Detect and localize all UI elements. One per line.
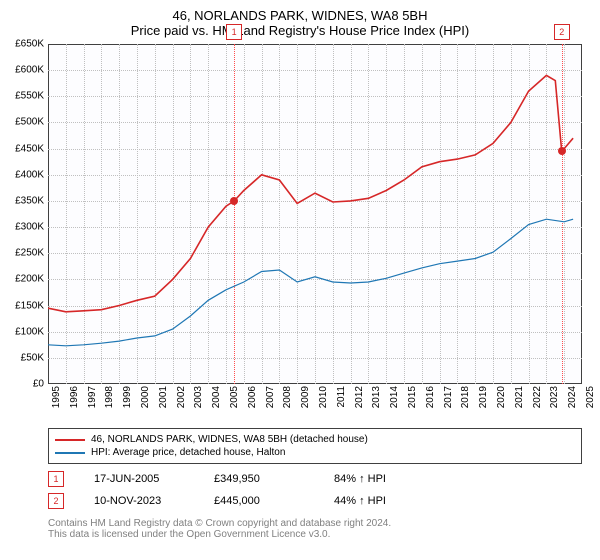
x-tick-label: 2017 — [443, 386, 454, 408]
x-tick-label: 2011 — [336, 386, 347, 408]
footnote: Contains HM Land Registry data © Crown c… — [48, 518, 582, 540]
x-tick-label: 2007 — [265, 386, 276, 408]
row-price: £349,950 — [214, 473, 304, 485]
y-tick-label: £600K — [15, 65, 44, 76]
chart-subtitle: Price paid vs. HM Land Registry's House … — [0, 23, 600, 44]
x-tick-label: 1996 — [69, 386, 80, 408]
line-series — [48, 44, 582, 384]
x-tick-label: 2012 — [354, 386, 365, 408]
legend-item-2: HPI: Average price, detached house, Halt… — [55, 446, 575, 459]
x-tick-label: 2023 — [549, 386, 560, 408]
transaction-row: 1 17-JUN-2005 £349,950 84% ↑ HPI — [48, 468, 582, 490]
arrow-up-icon: ↑ — [359, 473, 365, 485]
row-date: 17-JUN-2005 — [94, 473, 184, 485]
y-tick-label: £200K — [15, 274, 44, 285]
legend: 46, NORLANDS PARK, WIDNES, WA8 5BH (deta… — [48, 428, 582, 464]
footnote-line-1: Contains HM Land Registry data © Crown c… — [48, 518, 582, 529]
legend-item-1: 46, NORLANDS PARK, WIDNES, WA8 5BH (deta… — [55, 433, 575, 446]
series-line — [48, 219, 573, 346]
x-tick-label: 2003 — [193, 386, 204, 408]
x-tick-label: 2019 — [478, 386, 489, 408]
arrow-up-icon: ↑ — [359, 495, 365, 507]
x-tick-label: 2001 — [158, 386, 169, 408]
x-tick-label: 2013 — [371, 386, 382, 408]
transaction-row: 2 10-NOV-2023 £445,000 44% ↑ HPI — [48, 490, 582, 512]
x-tick-label: 2006 — [247, 386, 258, 408]
y-tick-label: £300K — [15, 222, 44, 233]
x-tick-label: 2000 — [140, 386, 151, 408]
y-tick-label: £100K — [15, 326, 44, 337]
y-tick-label: £0 — [33, 379, 44, 390]
y-tick-label: £400K — [15, 169, 44, 180]
legend-swatch-1 — [55, 439, 85, 441]
y-tick-label: £50K — [21, 352, 44, 363]
x-tick-label: 2022 — [532, 386, 543, 408]
x-tick-label: 2016 — [425, 386, 436, 408]
x-tick-label: 1997 — [87, 386, 98, 408]
row-pct: 84% ↑ HPI — [334, 473, 424, 485]
marker-dot — [558, 147, 566, 155]
legend-label-1: 46, NORLANDS PARK, WIDNES, WA8 5BH (deta… — [91, 434, 368, 445]
y-tick-label: £500K — [15, 117, 44, 128]
row-badge: 2 — [48, 493, 64, 509]
y-tick-label: £550K — [15, 91, 44, 102]
chart-title: 46, NORLANDS PARK, WIDNES, WA8 5BH — [0, 0, 600, 23]
plot-area: £0£50K£100K£150K£200K£250K£300K£350K£400… — [48, 44, 582, 384]
row-price: £445,000 — [214, 495, 304, 507]
transaction-table: 1 17-JUN-2005 £349,950 84% ↑ HPI 2 10-NOV-202… — [48, 468, 582, 512]
legend-swatch-2 — [55, 452, 85, 454]
y-tick-label: £350K — [15, 195, 44, 206]
x-tick-label: 2008 — [282, 386, 293, 408]
marker-badge: 2 — [554, 24, 570, 40]
x-tick-label: 1998 — [104, 386, 115, 408]
marker-badge: 1 — [226, 24, 242, 40]
row-badge: 1 — [48, 471, 64, 487]
y-tick-label: £250K — [15, 248, 44, 259]
x-tick-label: 2004 — [211, 386, 222, 408]
x-tick-label: 2021 — [514, 386, 525, 408]
x-axis: 1995 1996 1997 1998 1999 2000 2001 2002 2003 2004… — [48, 384, 582, 422]
y-tick-label: £450K — [15, 143, 44, 154]
x-tick-label: 1995 — [51, 386, 62, 408]
x-tick-label: 2025 — [585, 386, 596, 408]
x-tick-label: 2002 — [176, 386, 187, 408]
footnote-line-2: This data is licensed under the Open Gov… — [48, 529, 582, 540]
chart-container: 46, NORLANDS PARK, WIDNES, WA8 5BH Price… — [0, 0, 600, 560]
x-tick-label: 2009 — [300, 386, 311, 408]
y-tick-label: £150K — [15, 300, 44, 311]
x-tick-label: 1999 — [122, 386, 133, 408]
x-tick-label: 2018 — [460, 386, 471, 408]
row-date: 10-NOV-2023 — [94, 495, 184, 507]
x-tick-label: 2020 — [496, 386, 507, 408]
marker-dot — [230, 197, 238, 205]
x-tick-label: 2015 — [407, 386, 418, 408]
y-tick-label: £650K — [15, 39, 44, 50]
legend-label-2: HPI: Average price, detached house, Halt… — [91, 447, 285, 458]
x-tick-label: 2014 — [389, 386, 400, 408]
row-pct: 44% ↑ HPI — [334, 495, 424, 507]
x-tick-label: 2010 — [318, 386, 329, 408]
x-tick-label: 2024 — [567, 386, 578, 408]
series-line — [48, 75, 573, 311]
x-tick-label: 2005 — [229, 386, 240, 408]
